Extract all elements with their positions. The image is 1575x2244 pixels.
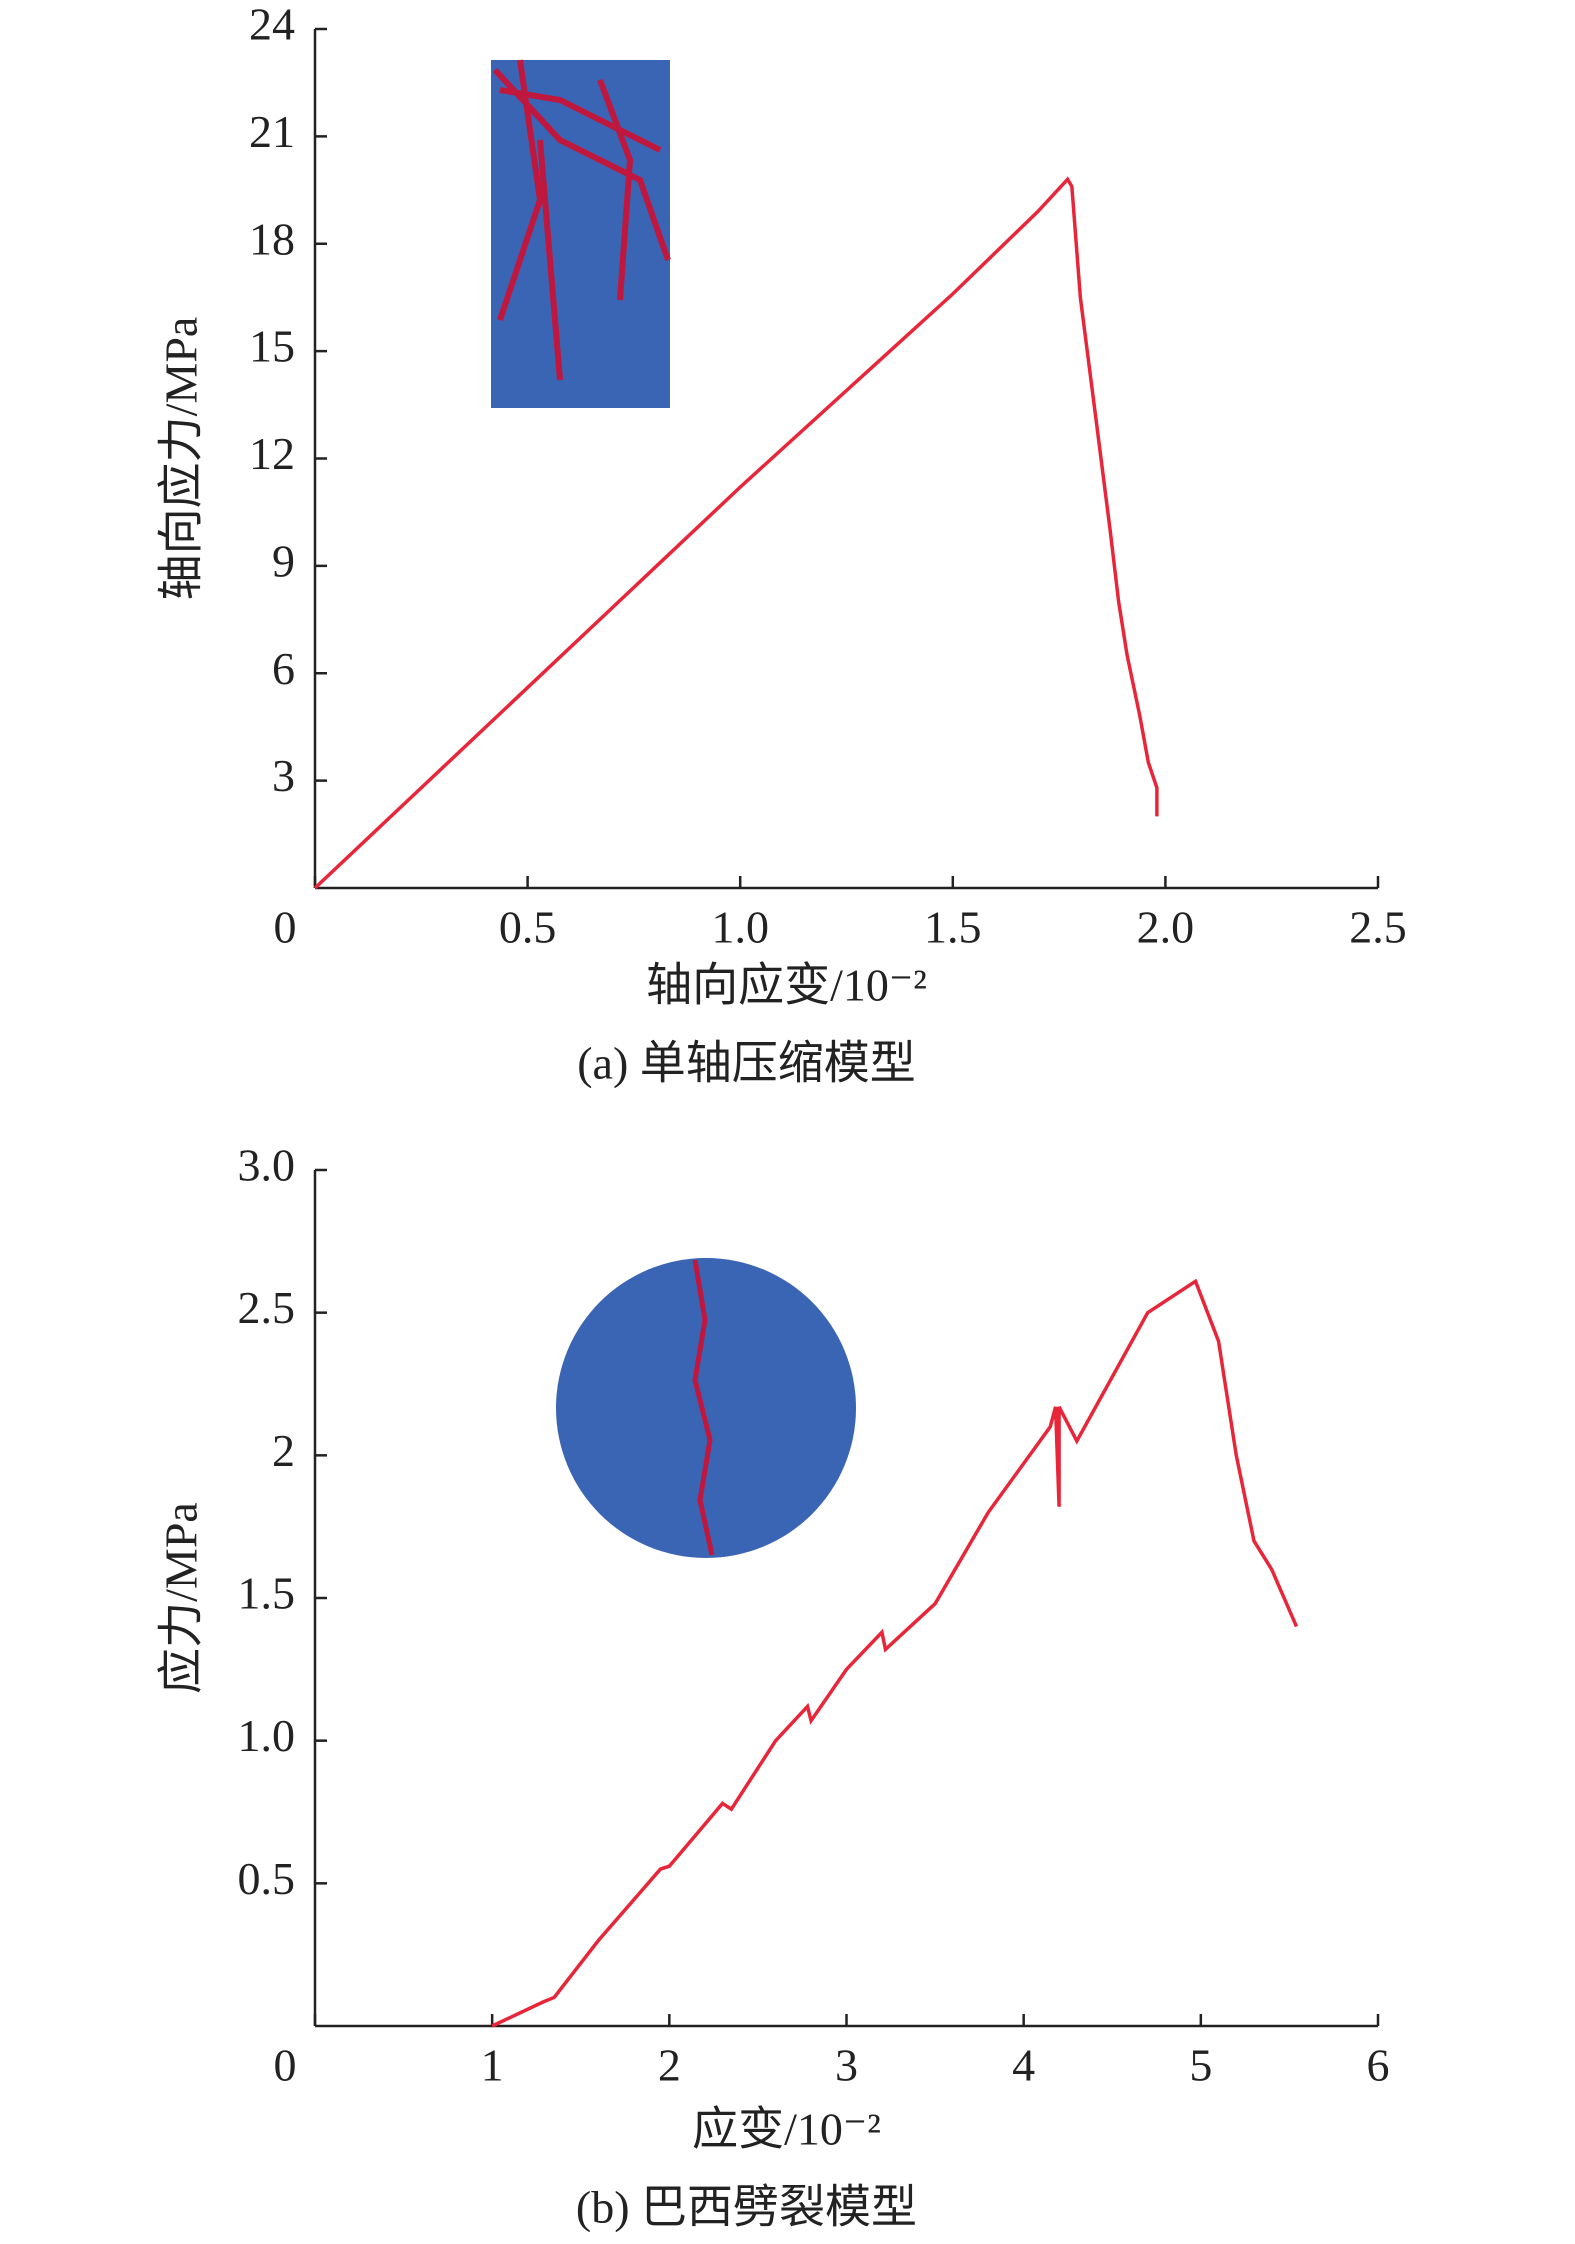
x-tick-label: 5 (1189, 2040, 1212, 2091)
x-tick-label: 1.5 (924, 902, 982, 953)
caption: (b) 巴西劈裂模型 (576, 2182, 917, 2233)
x-axis-label: 应变/10⁻² (692, 2104, 881, 2155)
y-tick-label: 18 (249, 213, 295, 264)
y-tick-label: 1.5 (238, 1568, 296, 1619)
y-tick-label: 24 (249, 0, 295, 50)
y-tick-label: 9 (272, 535, 295, 586)
line (313, 176, 1159, 890)
x-tick-label: 3 (835, 2040, 858, 2091)
x-tick-label: 0 (274, 2040, 297, 2091)
x-tick-label: 0.5 (499, 902, 557, 953)
x-tick-label: 2.0 (1137, 902, 1195, 953)
x-tick-label: 6 (1367, 2040, 1390, 2091)
line (491, 1278, 1299, 2028)
x-tick-label: 2.5 (1349, 902, 1407, 953)
x-tick-label: 1 (481, 2040, 504, 2091)
y-axis-label: 应力/MPa (156, 1502, 207, 1694)
y-tick-label: 12 (249, 428, 295, 479)
x-tick-label: 4 (1012, 2040, 1035, 2091)
y-tick-label: 0.5 (238, 1853, 296, 1904)
x-axis-label: 轴向应变/10⁻² (646, 960, 927, 1011)
y-axis-label: 轴向应力/MPa (156, 317, 207, 601)
y-tick-label: 2.5 (238, 1282, 296, 1333)
y-tick-label: 1.0 (238, 1710, 296, 1761)
inset-b (556, 1258, 856, 1558)
y-tick-label: 2 (272, 1425, 295, 1476)
x-tick-label: 1.0 (711, 902, 769, 953)
y-tick-label: 21 (249, 106, 295, 157)
y-tick-label: 15 (249, 321, 295, 372)
y-tick-label: 3 (272, 750, 295, 801)
x-tick-label: 0 (274, 902, 297, 953)
x-tick-label: 2 (658, 2040, 681, 2091)
y-tick-label: 6 (272, 643, 295, 694)
caption: (a) 单轴压缩模型 (577, 1038, 916, 1089)
y-tick-label: 3.0 (238, 1140, 296, 1191)
inset-a (491, 59, 671, 408)
